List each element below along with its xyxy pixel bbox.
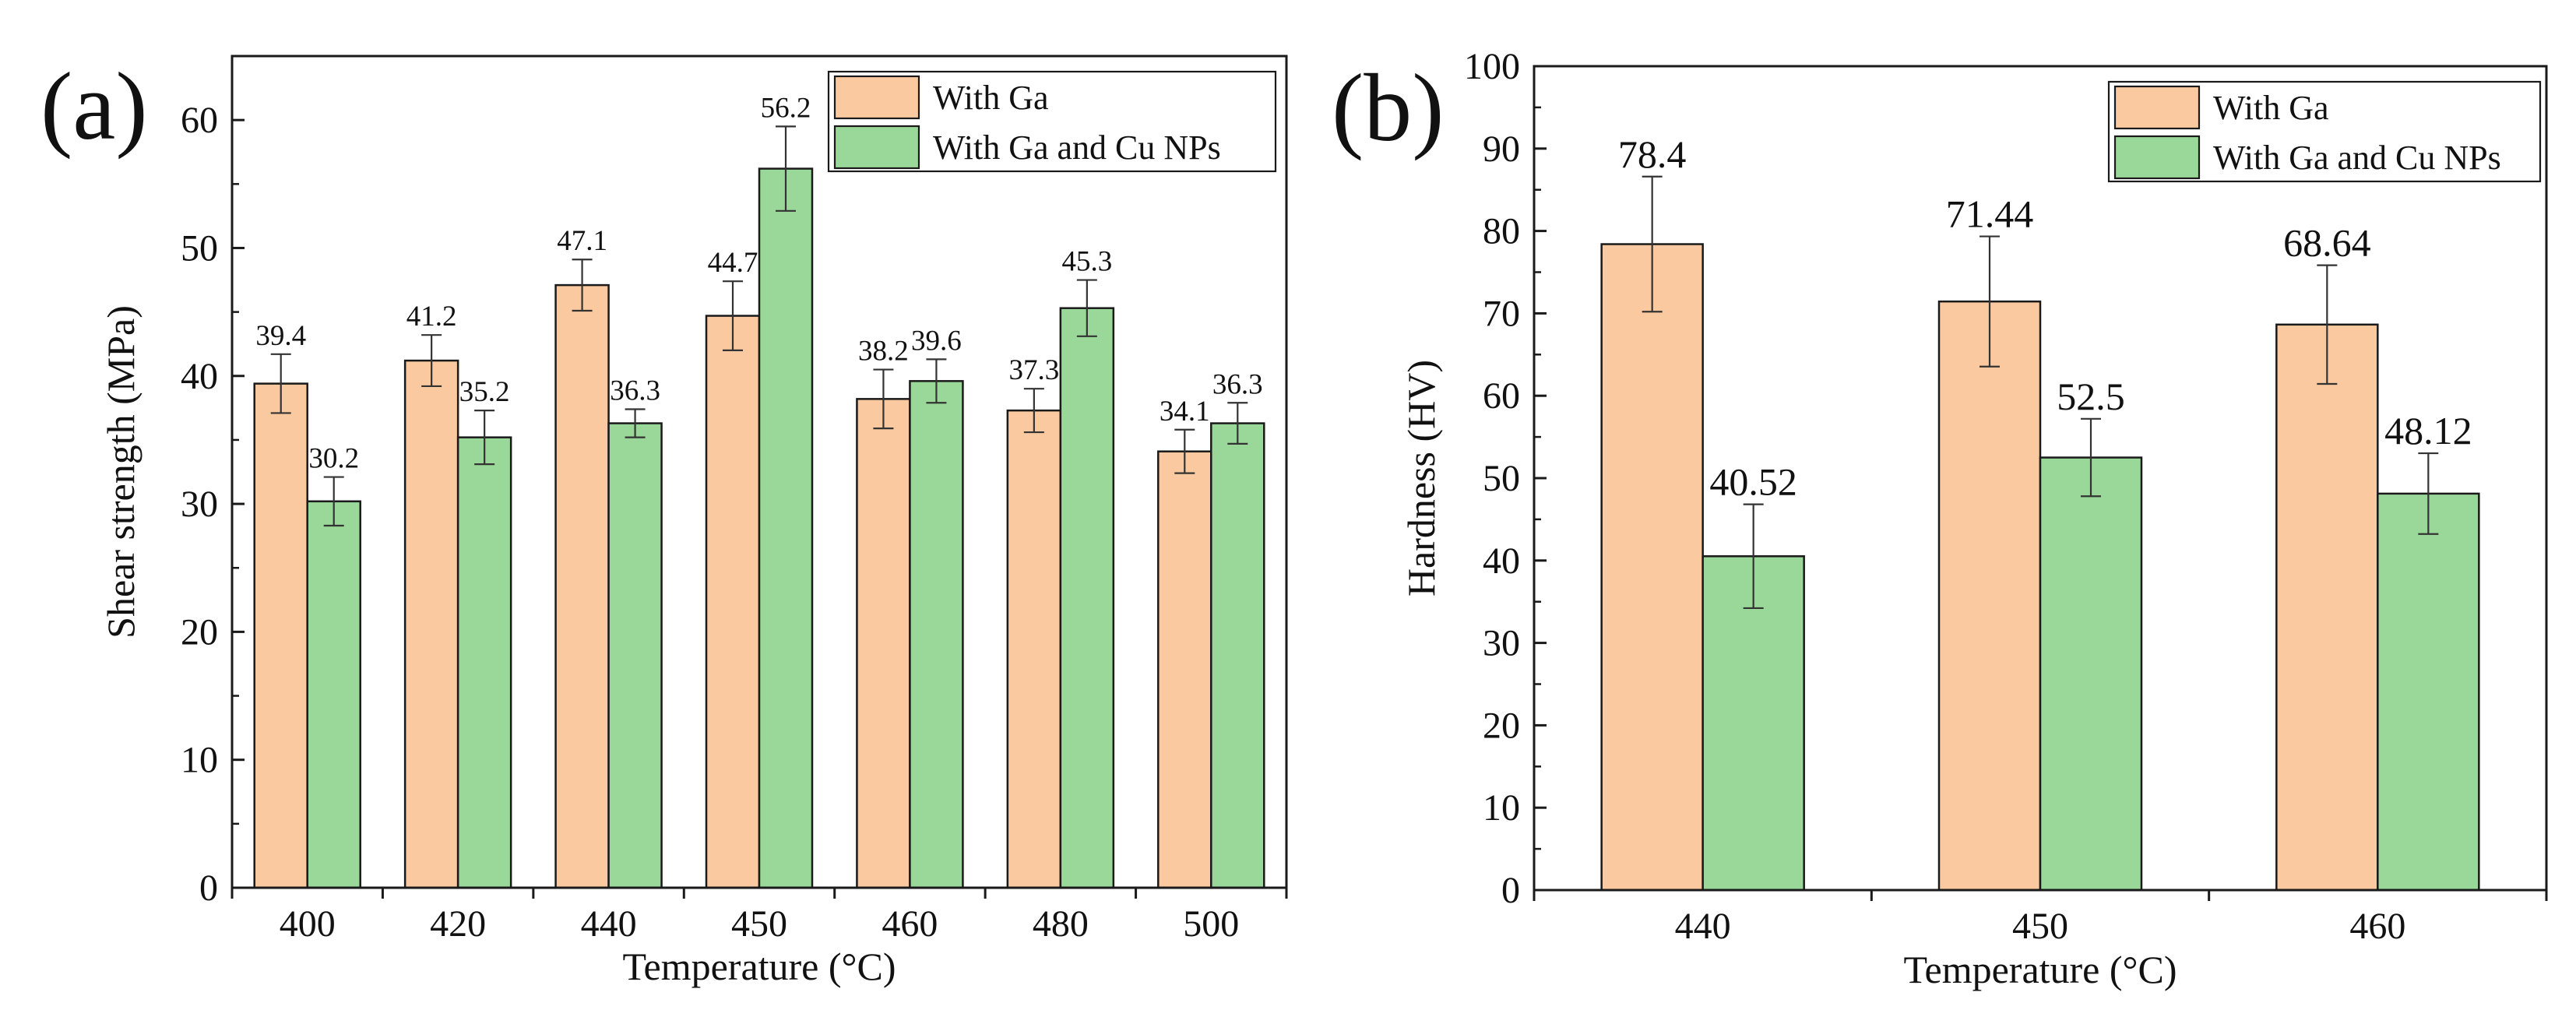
- bar-with-ga-450: [1937, 300, 2042, 892]
- legend-swatch-with-ga-cu: [2113, 135, 2201, 180]
- legend-swatch-with-ga: [833, 75, 920, 120]
- data-label: 40.52: [1709, 460, 1797, 504]
- y-tick-label: 70: [1483, 293, 1520, 334]
- y-tick-label: 50: [1483, 458, 1520, 499]
- x-tick-label: 440: [1675, 906, 1731, 947]
- panel-b-hardness-chart: 78.4 71.44 68.64 40.52 52.5 48.12 0 10 20 30 40 50 6…: [1332, 46, 2548, 991]
- bar-with-ga-400: [253, 382, 308, 889]
- x-tick-label: 440: [581, 903, 637, 945]
- bar-with-ga-500: [1157, 450, 1212, 889]
- data-label: 38.2: [858, 336, 909, 368]
- plot-frame: [231, 55, 1288, 889]
- data-label: 71.44: [1946, 192, 2034, 236]
- x-axis-title: Temperature (°C): [1903, 948, 2177, 991]
- x-tick-label: 460: [882, 903, 938, 945]
- data-label: 39.4: [255, 320, 306, 352]
- data-label: 37.3: [1008, 354, 1059, 386]
- panel-label: (b): [1332, 55, 1445, 161]
- legend-label: With Ga: [933, 79, 1049, 117]
- data-label: 48.12: [2384, 409, 2472, 452]
- bar-with-ga-440: [554, 283, 610, 889]
- y-tick-label: 60: [1483, 375, 1520, 417]
- x-tick-label: 420: [430, 903, 486, 945]
- y-tick-label: 30: [1483, 623, 1520, 664]
- y-axis-title: Hardness (HV): [1399, 360, 1443, 596]
- y-tick-label: 30: [181, 484, 218, 525]
- bar-with-ga-480: [1006, 409, 1062, 889]
- y-tick-label: 10: [181, 740, 218, 781]
- y-tick-label: 40: [181, 356, 218, 397]
- panel-label: (a): [40, 53, 148, 160]
- data-label: 35.2: [459, 376, 510, 408]
- data-label: 56.2: [761, 92, 811, 124]
- bar-with-ga-cu-440: [1701, 555, 1805, 892]
- bar-with-ga-cu-450: [758, 167, 814, 889]
- legend-swatch-with-ga: [2113, 85, 2201, 130]
- data-label: 47.1: [557, 225, 607, 257]
- data-label: 34.1: [1160, 396, 1210, 428]
- bar-with-ga-cu-480: [1059, 307, 1115, 889]
- panel-a-shear-strength-chart: 39.4 41.2 47.1 44.7 38.2 37.3 34.1 30.2 35.2 36.3…: [40, 53, 1288, 988]
- bar-with-ga-cu-450: [2039, 456, 2143, 892]
- y-tick-label: 40: [1483, 540, 1520, 582]
- legend-label: With Ga and Cu NPs: [2213, 139, 2501, 177]
- y-tick-label: 0: [1501, 870, 1520, 911]
- data-label: 30.2: [308, 443, 359, 475]
- bar-with-ga-cu-440: [607, 422, 663, 889]
- bar-with-ga-cu-500: [1210, 422, 1265, 889]
- data-label: 41.2: [406, 301, 457, 333]
- data-label: 68.64: [2283, 221, 2371, 265]
- y-tick-label: 100: [1464, 46, 1520, 87]
- legend-swatch-with-ga-cu: [833, 125, 920, 170]
- x-tick-label: 460: [2349, 906, 2405, 947]
- y-tick-label: 20: [181, 611, 218, 653]
- data-label: 52.5: [2057, 375, 2125, 418]
- data-label: 45.3: [1061, 246, 1112, 278]
- bar-with-ga-cu-460: [909, 380, 964, 889]
- bar-with-ga-460: [856, 398, 911, 889]
- data-label: 78.4: [1618, 132, 1687, 176]
- y-tick-label: 80: [1483, 211, 1520, 252]
- data-label: 36.3: [610, 375, 660, 406]
- x-tick-label: 450: [731, 903, 787, 945]
- bar-with-ga-460: [2275, 323, 2379, 892]
- y-tick-label: 10: [1483, 787, 1520, 829]
- x-axis-title: Temperature (°C): [622, 945, 896, 988]
- y-tick-label: 50: [181, 227, 218, 269]
- data-label: 36.3: [1212, 368, 1263, 400]
- x-tick-label: 480: [1033, 903, 1089, 945]
- bar-with-ga-cu-460: [2377, 492, 2480, 892]
- y-tick-label: 0: [199, 867, 218, 909]
- bar-with-ga-cu-420: [456, 436, 512, 889]
- y-tick-label: 20: [1483, 705, 1520, 746]
- bar-with-ga-cu-400: [306, 500, 361, 889]
- bar-with-ga-450: [705, 315, 761, 889]
- data-label: 44.7: [708, 247, 758, 279]
- y-tick-label: 90: [1483, 128, 1520, 170]
- x-tick-label: 500: [1183, 903, 1239, 945]
- x-tick-label: 400: [280, 903, 336, 945]
- y-axis-title: Shear strength (MPa): [99, 305, 143, 639]
- bar-with-ga-420: [403, 359, 459, 889]
- data-label: 39.6: [911, 325, 962, 357]
- legend-label: With Ga and Cu NPs: [933, 128, 1221, 167]
- y-tick-label: 60: [181, 100, 218, 141]
- legend-label: With Ga: [2213, 89, 2329, 127]
- bar-with-ga-440: [1600, 243, 1704, 892]
- x-tick-label: 450: [2012, 906, 2068, 947]
